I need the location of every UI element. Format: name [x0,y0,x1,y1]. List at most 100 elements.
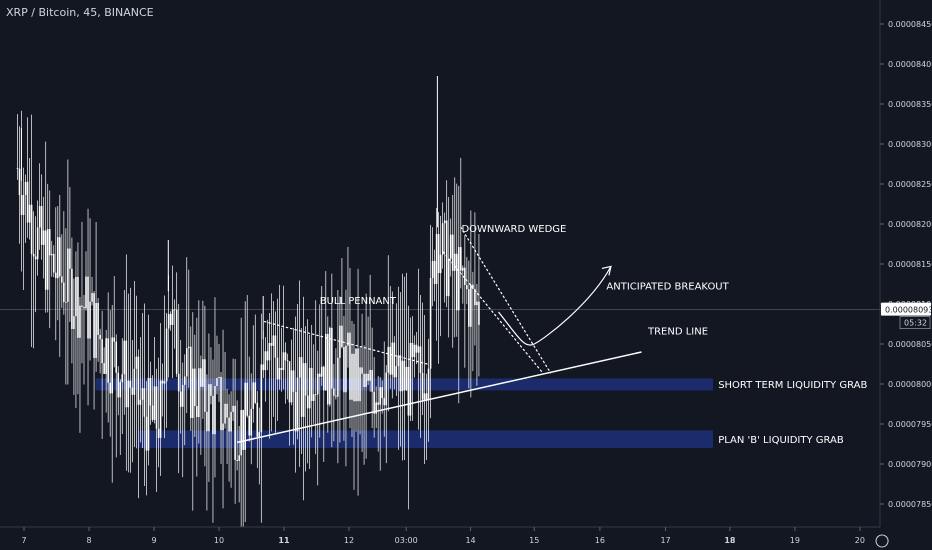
candle-body [381,387,384,399]
candle-body [222,423,224,431]
candle-body [71,268,73,330]
candle-body [177,373,180,392]
candle-body [210,384,212,396]
candle-body [389,346,392,375]
candle-body [175,309,178,374]
time-tick-label: 20 [855,536,865,545]
candle-body [327,333,329,405]
candle-body [91,293,93,302]
candle-body [73,316,75,330]
candle-body [183,376,186,385]
candle-body [95,302,97,358]
trend-line [237,351,642,444]
time-tick-label: 17 [660,536,670,545]
candle-body [462,267,464,271]
candle-body [383,398,386,406]
candle-body [79,305,81,338]
candle-body [256,402,259,437]
candle-body [234,405,236,460]
candle-body [163,381,166,384]
price-tick-label: 0.00007850 [888,500,932,509]
candle-body [353,353,355,402]
candle-body [81,305,83,307]
candle-body [320,366,323,377]
candle-body [331,327,333,389]
time-tick-label: 16 [595,536,605,545]
candle-body [425,393,428,401]
breakout-projection-curve [498,266,612,346]
candle-body [153,386,156,420]
current-price-value: 0.00008093 [885,306,932,315]
breakout-arrow-head [601,265,612,276]
candle-body [44,230,47,290]
settings-gear-icon[interactable] [875,534,889,548]
candle-body [105,338,107,374]
price-tick-label: 0.00008000 [888,380,932,389]
candle-body [109,382,111,394]
candle-body [192,368,194,418]
candle-body [455,253,458,311]
candle-body [369,370,371,381]
candle-body [324,333,327,391]
candle-body [312,394,315,401]
candle-body [169,313,172,325]
candle-body [252,382,255,409]
candle-body [250,408,253,436]
candle-body [26,181,29,223]
candle-body [387,346,390,373]
candle-body [258,432,261,437]
candle-body [42,230,45,245]
candle-body [431,260,434,279]
candle-body [117,372,120,398]
candle-body [405,366,408,391]
candle-body [107,338,109,383]
candle-body [341,325,343,348]
candle-body [282,352,285,371]
candle-body [300,357,303,417]
candle-body [385,372,388,406]
candle-body [470,284,472,327]
candle-body [208,384,210,432]
time-tick-label: 11 [278,536,290,545]
candle-body [161,380,164,384]
candle-body [101,339,103,364]
candle-body [451,234,454,271]
candle-body [278,367,281,380]
time-tick-label: 10 [214,536,224,545]
candles [16,76,480,540]
annotation-label: DOWNWARD WEDGE [461,224,566,235]
time-axis[interactable]: 7 8 9 10 11 12 03:00 14 15 16 17 18 19 20 [0,526,932,550]
annotation-label: BULL PENNANT [320,296,397,307]
candle-body [314,394,317,396]
candle-body [18,168,21,196]
candle-body [395,366,398,378]
candle-body [181,384,184,407]
candle-body [59,237,61,277]
price-tick-label: 0.00008450 [888,20,932,29]
candle-body [242,409,244,450]
pattern-dotted-line [263,321,428,365]
candle-body [123,340,126,375]
candle-body [276,357,279,380]
price-tick-label: 0.00007900 [888,460,932,469]
candle-body [145,416,148,451]
annotations: BULL PENNANT DOWNWARD WEDGE ANTICIPATED BR… [320,224,868,446]
candle-body [439,254,442,274]
candle-body [270,342,273,346]
candle-body [365,373,367,388]
price-axis[interactable]: 0.00008450 0.00008400 0.00008350 0.00008300… [879,0,932,550]
candle-body [393,342,396,378]
candle-body [93,293,95,358]
candle-body [306,395,309,409]
candle-body [407,366,410,416]
candle-body [333,388,335,396]
candle-body [36,227,39,260]
candle-body [173,309,176,311]
candle-body [272,335,275,346]
price-tick-label: 0.00008050 [888,340,932,349]
candle-body [310,367,313,401]
candle-body [397,355,400,367]
candle-body [296,377,299,432]
pattern-dotted-line [460,226,552,374]
